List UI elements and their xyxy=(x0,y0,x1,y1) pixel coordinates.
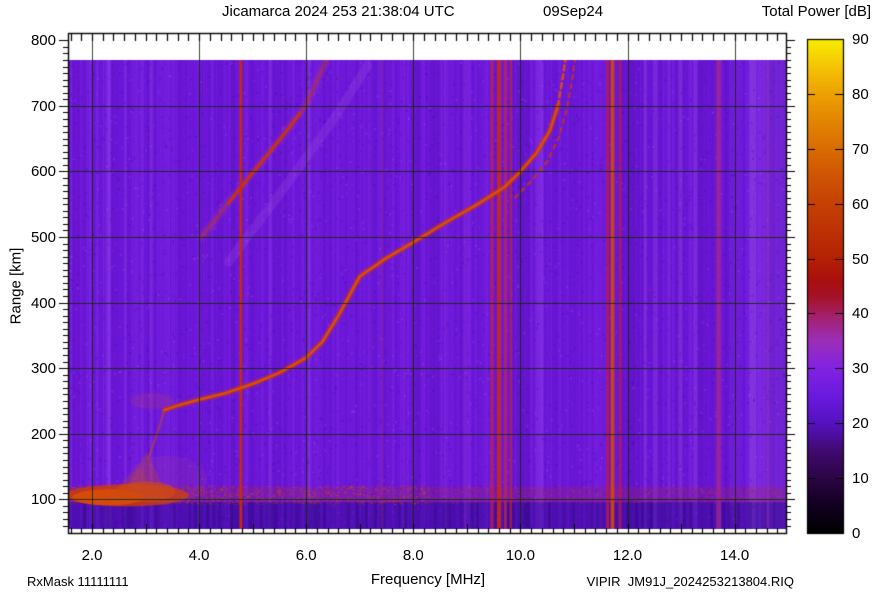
colorbar-tick-label: 90 xyxy=(852,31,869,48)
date-label: 09Sep24 xyxy=(543,3,604,20)
colorbar-tick-label: 50 xyxy=(852,250,869,268)
x-tick-label: 14.0 xyxy=(719,547,750,564)
colorbar-tick-label: 60 xyxy=(852,195,869,213)
colorbar-tick-label: 80 xyxy=(852,85,869,103)
x-axis-title: Frequency [MHz] xyxy=(370,571,486,588)
x-tick-label: 10.0 xyxy=(505,547,535,564)
rxmask-label: RxMask 11111111 xyxy=(27,574,129,589)
y-tick-label: 600 xyxy=(30,163,56,181)
y-tick-label: 300 xyxy=(30,360,56,378)
x-tick-label: 12.0 xyxy=(612,547,643,564)
colorbar-tick-label: 10 xyxy=(852,470,869,488)
colorbar-tick-label: 20 xyxy=(852,415,869,433)
x-tick-label: 6.0 xyxy=(295,547,317,564)
y-tick-label: 500 xyxy=(30,229,56,247)
y-tick-label: 100 xyxy=(30,491,56,509)
colorbar-tick-label: 40 xyxy=(852,305,869,323)
x-tick-label: 8.0 xyxy=(402,547,424,564)
page-title: Jicamarca 2024 253 21:38:04 UTC xyxy=(222,3,455,20)
y-tick-label: 400 xyxy=(30,294,56,312)
colorbar-title: Total Power [dB] xyxy=(761,3,871,20)
y-tick-label: 200 xyxy=(30,425,56,443)
y-tick-label: 800 xyxy=(30,32,56,50)
file-name-label: VIPIR JM91J_2024253213804.RIQ xyxy=(586,574,794,589)
x-tick-label: 4.0 xyxy=(188,547,210,564)
colorbar-tick-label: 0 xyxy=(852,525,861,542)
colorbar-tick-label: 70 xyxy=(852,140,869,158)
colorbar-tick-label: 30 xyxy=(852,360,869,378)
y-axis-title: Range [km] xyxy=(7,247,25,325)
x-tick-label: 2.0 xyxy=(81,547,103,564)
y-tick-label: 700 xyxy=(30,97,56,115)
